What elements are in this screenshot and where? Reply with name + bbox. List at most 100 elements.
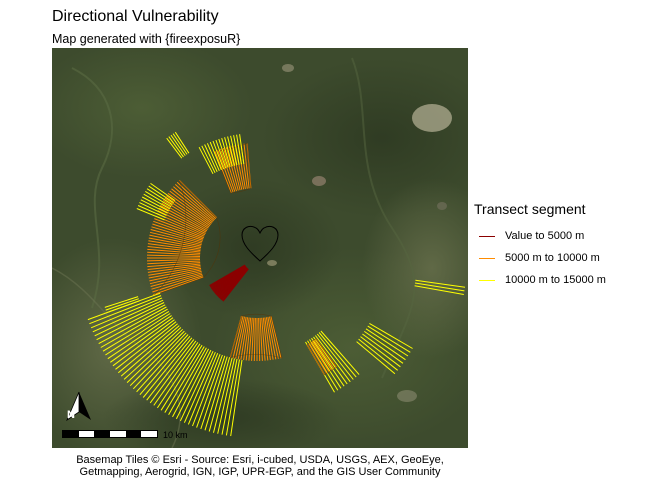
transect-segment-outer	[236, 134, 242, 165]
transect-segment-outer	[107, 315, 172, 360]
map-panel[interactable]	[52, 48, 468, 448]
transect-segment-middle	[147, 262, 201, 268]
transect-segment-middle	[148, 266, 201, 276]
transect-segment-middle	[264, 317, 271, 361]
transect-segment-middle	[147, 260, 201, 265]
transect-segment-middle	[158, 207, 207, 233]
transect-segment-outer	[415, 279, 466, 288]
map-title: Directional Vulnerability	[52, 8, 219, 25]
scale-bar-label: 10 km	[163, 430, 188, 440]
transect-segment-middle	[152, 275, 203, 293]
transect-segment-outer	[313, 336, 348, 385]
transect-segment-middle	[164, 197, 210, 228]
transect-segment-outer	[320, 330, 360, 375]
transect-segment-outer	[206, 143, 220, 171]
transect-segment-outer	[369, 322, 413, 349]
transect-segment-middle	[267, 316, 277, 360]
transect-segment-outer	[192, 354, 221, 427]
basemap-imagery	[52, 48, 468, 448]
transect-segment-middle	[149, 234, 202, 247]
transect-segment-outer	[358, 338, 399, 371]
transect-segment-middle	[148, 237, 202, 249]
transect-segment-outer	[149, 340, 197, 404]
legend-item-inner: Value to 5000 m	[474, 226, 664, 248]
transect-segment-middle	[151, 273, 203, 290]
transect-segment-middle	[176, 181, 217, 220]
legend-label-inner: Value to 5000 m	[505, 230, 585, 242]
basemap-attribution: Basemap Tiles © Esri - Source: Esri, i-c…	[52, 454, 468, 478]
transect-segment-outer	[92, 299, 164, 333]
transect-segment-outer	[233, 135, 240, 165]
transect-segment-middle-outline	[153, 180, 221, 296]
transect-segment-middle	[243, 143, 250, 189]
transect-segment-outer	[365, 328, 409, 357]
transect-segment-outer	[164, 346, 205, 413]
transect-segment-middle	[147, 263, 201, 270]
transect-segment-outer	[414, 285, 464, 295]
transect-segment-outer	[94, 302, 165, 337]
transect-segment-outer	[139, 335, 191, 396]
transect-segment-outer	[209, 141, 222, 171]
transect-segment-outer	[142, 337, 193, 398]
transect-segment-middle	[220, 148, 236, 192]
transect-segment-outer	[183, 351, 216, 423]
transect-segment-middle	[146, 254, 201, 257]
transect-segment-middle	[217, 149, 234, 193]
transect-segment-outer	[148, 185, 174, 204]
transect-segment-middle	[149, 231, 202, 246]
transect-segment-outer	[360, 336, 401, 368]
transect-segment-outer	[215, 139, 227, 169]
transect-segment-middle	[174, 184, 215, 221]
legend-item-outer: 10000 m to 15000 m	[474, 270, 664, 292]
transect-segment-outer	[218, 138, 229, 168]
transect-segment-outer	[143, 193, 171, 210]
transect-segment-inner	[222, 268, 249, 302]
transect-segment-middle	[147, 251, 201, 256]
transect-segment-middle	[157, 210, 206, 234]
transect-segment-outer	[153, 342, 199, 406]
transect-segment-outer	[96, 304, 166, 341]
transect-segment-outer	[90, 297, 163, 329]
transect-segment-outer	[200, 355, 226, 430]
transect-segment-outer	[309, 339, 342, 389]
transect-segment-middle	[150, 272, 203, 287]
legend-title: Transect segment	[474, 201, 586, 217]
transect-segment-outer	[230, 135, 238, 166]
transect-segment-outer	[136, 334, 189, 393]
transect-segment-middle	[251, 317, 255, 361]
transect-segment-outer	[187, 353, 219, 425]
transect-segment-middle	[147, 243, 201, 252]
transect-segment-middle	[232, 316, 244, 359]
transect-segment-middle	[151, 226, 203, 243]
legend-key-outer	[477, 270, 497, 292]
transect-segment-outer	[140, 199, 168, 214]
transect-segment-middle	[167, 192, 212, 225]
transect-segment-middle	[150, 229, 203, 244]
transect-segment-middle	[148, 267, 202, 279]
transect-segment-middle	[147, 248, 201, 254]
transect-segment-middle	[248, 317, 253, 361]
transect-segment-outer	[89, 295, 162, 325]
transect-segment-outer	[364, 330, 406, 361]
transect-segment-middle	[225, 147, 239, 191]
transect-segment-middle	[258, 317, 261, 362]
transect-segment-outer	[137, 205, 166, 219]
legend-label-middle: 5000 m to 10000 m	[505, 252, 600, 264]
map-canvas[interactable]	[52, 48, 468, 448]
transect-segment-outer	[126, 328, 184, 383]
transect-segment-outer	[123, 327, 182, 380]
transect-segment-outer	[100, 308, 168, 348]
legend: Transect segment Value to 5000 m 5000 m …	[474, 200, 664, 286]
transect-segment-outer	[146, 339, 195, 401]
attribution-line-1: Basemap Tiles © Esri - Source: Esri, i-c…	[76, 454, 444, 466]
transect-segment-outer	[230, 359, 243, 437]
transect-segment-middle	[147, 264, 201, 273]
transect-segment-middle	[261, 317, 266, 361]
transect-segment-outer	[208, 357, 231, 432]
transect-segment-middle	[152, 223, 203, 241]
transect-segment-outer	[198, 146, 214, 175]
transect-segment-middle	[161, 202, 208, 230]
transect-segment-outer	[112, 319, 175, 367]
transect-segment-outer	[239, 134, 245, 164]
transect-segment-outer	[115, 321, 177, 370]
